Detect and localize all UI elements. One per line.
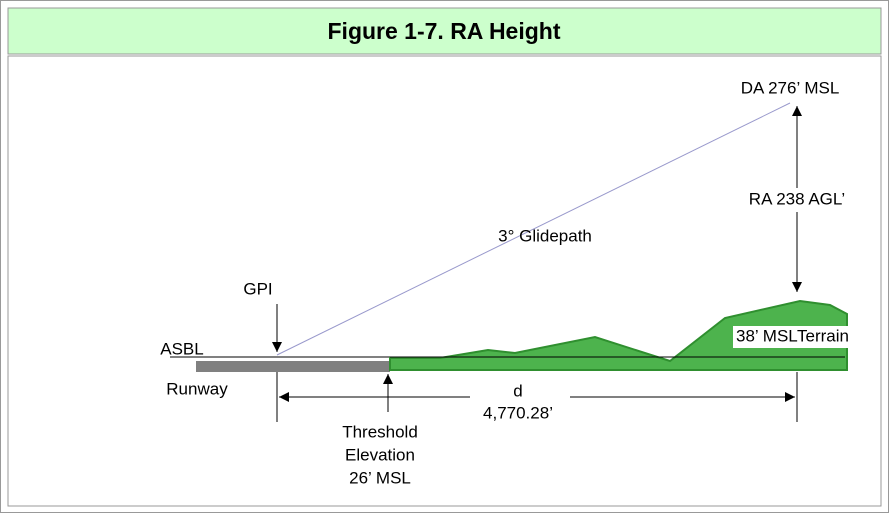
threshold-label: Elevation [345,445,415,464]
threshold-label: 26’ MSL [349,468,411,487]
da-label: DA 276’ MSL [741,78,840,97]
asbl-label: ASBL [160,339,203,358]
header-band [7,7,882,55]
runway [196,361,390,372]
ra-label-bg [730,188,864,212]
distance-label: 4,770.28’ [483,403,553,422]
threshold-label: Threshold [342,422,418,441]
terrain-label-bg [733,326,849,348]
gpi-label: GPI [243,279,272,298]
terrain [389,299,848,371]
terrain-msl-label: 38’ MSL [736,326,798,345]
distance-name: d [513,381,522,400]
terrain-label: Terrain [797,326,849,345]
content-frame [7,55,882,507]
runway-label: Runway [166,379,228,398]
ra-label: RA 238 AGL’ [749,189,845,208]
title: Figure 1-7. RA Height [328,18,561,44]
glidepath-label: 3° Glidepath [498,226,592,245]
glidepath-line [276,102,791,356]
